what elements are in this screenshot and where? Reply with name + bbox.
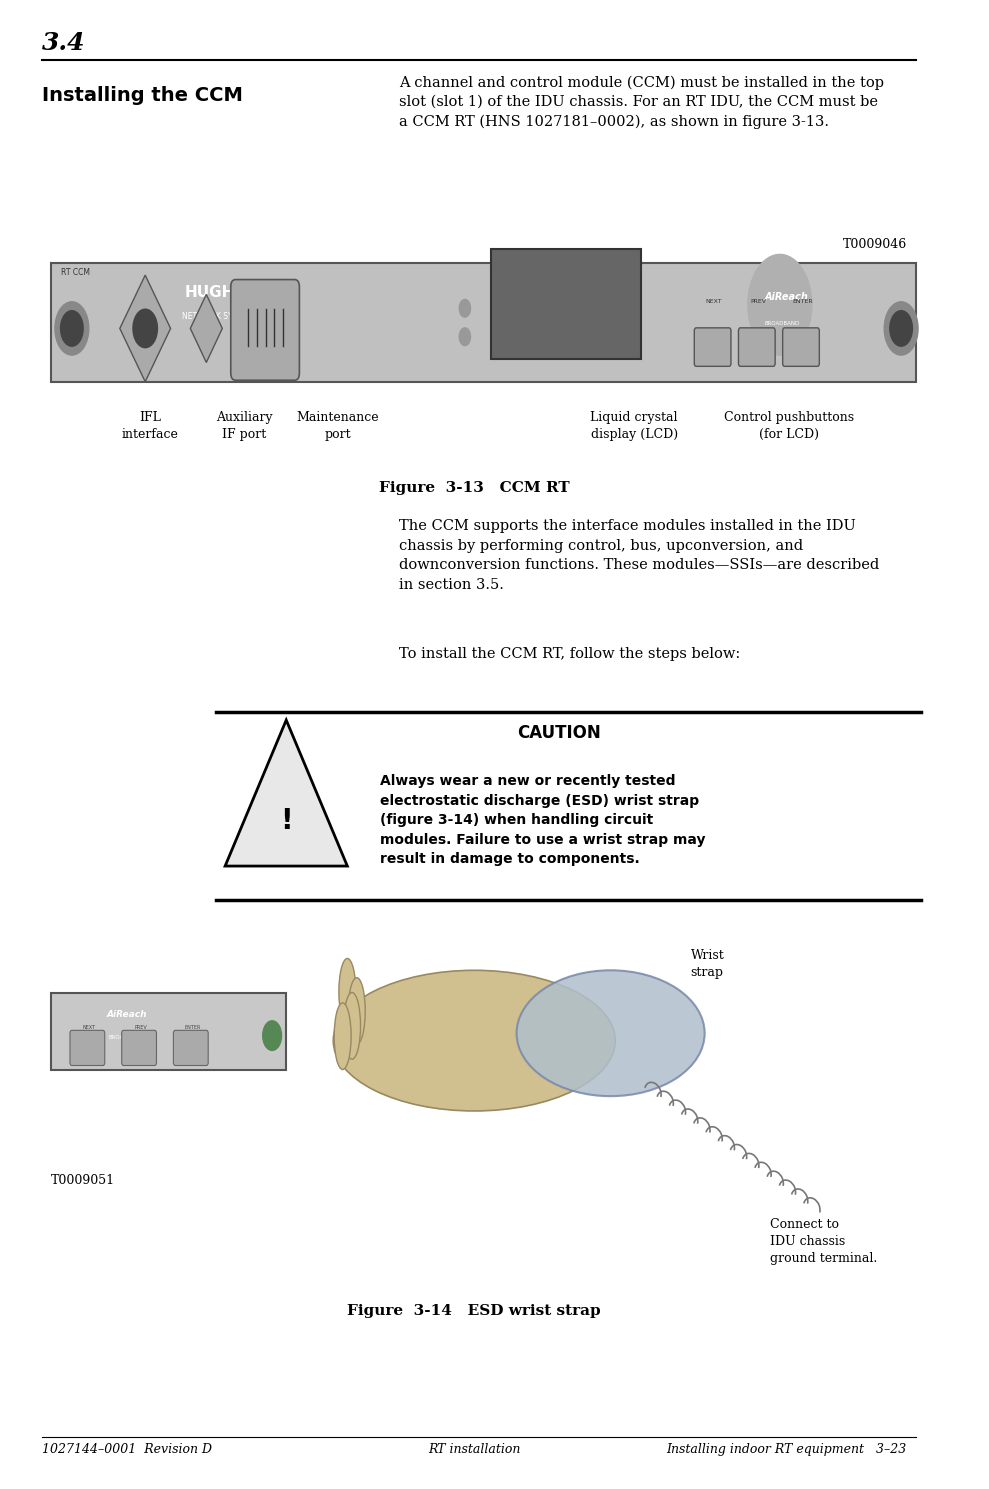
- Text: To install the CCM RT, follow the steps below:: To install the CCM RT, follow the steps …: [399, 646, 741, 661]
- Circle shape: [60, 311, 83, 347]
- Text: T0009046: T0009046: [843, 238, 907, 252]
- FancyBboxPatch shape: [782, 328, 819, 366]
- Circle shape: [133, 310, 157, 347]
- Text: CAUTION: CAUTION: [517, 724, 600, 742]
- Text: HUGHES: HUGHES: [185, 286, 256, 301]
- Text: AiReach: AiReach: [106, 1011, 146, 1020]
- Polygon shape: [225, 721, 347, 867]
- Text: Wrist
strap: Wrist strap: [690, 948, 724, 978]
- Circle shape: [459, 299, 471, 317]
- FancyBboxPatch shape: [694, 328, 731, 366]
- Text: Connect to
IDU chassis
ground terminal.: Connect to IDU chassis ground terminal.: [770, 1218, 877, 1266]
- FancyBboxPatch shape: [70, 1030, 105, 1066]
- FancyBboxPatch shape: [51, 993, 286, 1071]
- Text: NETWORK SYSTEMS: NETWORK SYSTEMS: [182, 313, 258, 322]
- Text: Always wear a new or recently tested
electrostatic discharge (ESD) wrist strap
(: Always wear a new or recently tested ele…: [380, 774, 706, 867]
- Text: NEXT: NEXT: [706, 299, 722, 304]
- Text: RT installation: RT installation: [428, 1443, 520, 1456]
- Ellipse shape: [516, 971, 704, 1096]
- Text: ENTER: ENTER: [184, 1026, 201, 1030]
- Text: Control pushbuttons
(for LCD): Control pushbuttons (for LCD): [724, 411, 854, 441]
- Text: IFL
interface: IFL interface: [122, 411, 178, 441]
- Text: NEXT: NEXT: [82, 1026, 95, 1030]
- Text: Auxiliary
IF port: Auxiliary IF port: [216, 411, 272, 441]
- Text: The CCM supports the interface modules installed in the IDU
chassis by performin: The CCM supports the interface modules i…: [399, 520, 879, 593]
- Polygon shape: [120, 275, 170, 381]
- Text: Liquid crystal
display (LCD): Liquid crystal display (LCD): [590, 411, 677, 441]
- Text: 3.4: 3.4: [42, 31, 85, 55]
- Text: Figure  3-14   ESD wrist strap: Figure 3-14 ESD wrist strap: [347, 1304, 601, 1318]
- Text: Maintenance
port: Maintenance port: [297, 411, 379, 441]
- Ellipse shape: [333, 971, 615, 1111]
- Text: PREV: PREV: [135, 1026, 147, 1030]
- Ellipse shape: [343, 993, 361, 1059]
- FancyBboxPatch shape: [492, 249, 641, 359]
- Text: RT CCM: RT CCM: [60, 268, 90, 277]
- FancyBboxPatch shape: [216, 712, 921, 899]
- Text: Installing the CCM: Installing the CCM: [42, 85, 242, 104]
- FancyBboxPatch shape: [51, 264, 916, 381]
- Text: A channel and control module (CCM) must be installed in the top
slot (slot 1) of: A channel and control module (CCM) must …: [399, 76, 884, 130]
- Text: PREV: PREV: [751, 299, 766, 304]
- Text: 1027144–0001  Revision D: 1027144–0001 Revision D: [42, 1443, 212, 1456]
- Circle shape: [890, 311, 913, 347]
- Circle shape: [748, 255, 812, 354]
- Text: T0009051: T0009051: [51, 1173, 116, 1187]
- FancyBboxPatch shape: [230, 280, 300, 380]
- Text: !: !: [280, 807, 293, 835]
- FancyBboxPatch shape: [739, 328, 775, 366]
- Text: ENTER: ENTER: [792, 299, 813, 304]
- Circle shape: [459, 328, 471, 345]
- Ellipse shape: [334, 1004, 351, 1069]
- Circle shape: [55, 302, 89, 354]
- Ellipse shape: [339, 959, 356, 1024]
- Text: BROADBAND: BROADBAND: [764, 322, 800, 326]
- Circle shape: [884, 302, 918, 354]
- FancyBboxPatch shape: [173, 1030, 209, 1066]
- Ellipse shape: [348, 978, 365, 1044]
- Text: Installing indoor RT equipment   3–23: Installing indoor RT equipment 3–23: [667, 1443, 907, 1456]
- Polygon shape: [190, 295, 223, 362]
- Circle shape: [263, 1021, 282, 1050]
- FancyBboxPatch shape: [122, 1030, 156, 1066]
- Text: AiReach: AiReach: [764, 292, 809, 302]
- Text: BROADBAND: BROADBAND: [109, 1035, 144, 1039]
- Text: Figure  3-13   CCM RT: Figure 3-13 CCM RT: [379, 481, 570, 494]
